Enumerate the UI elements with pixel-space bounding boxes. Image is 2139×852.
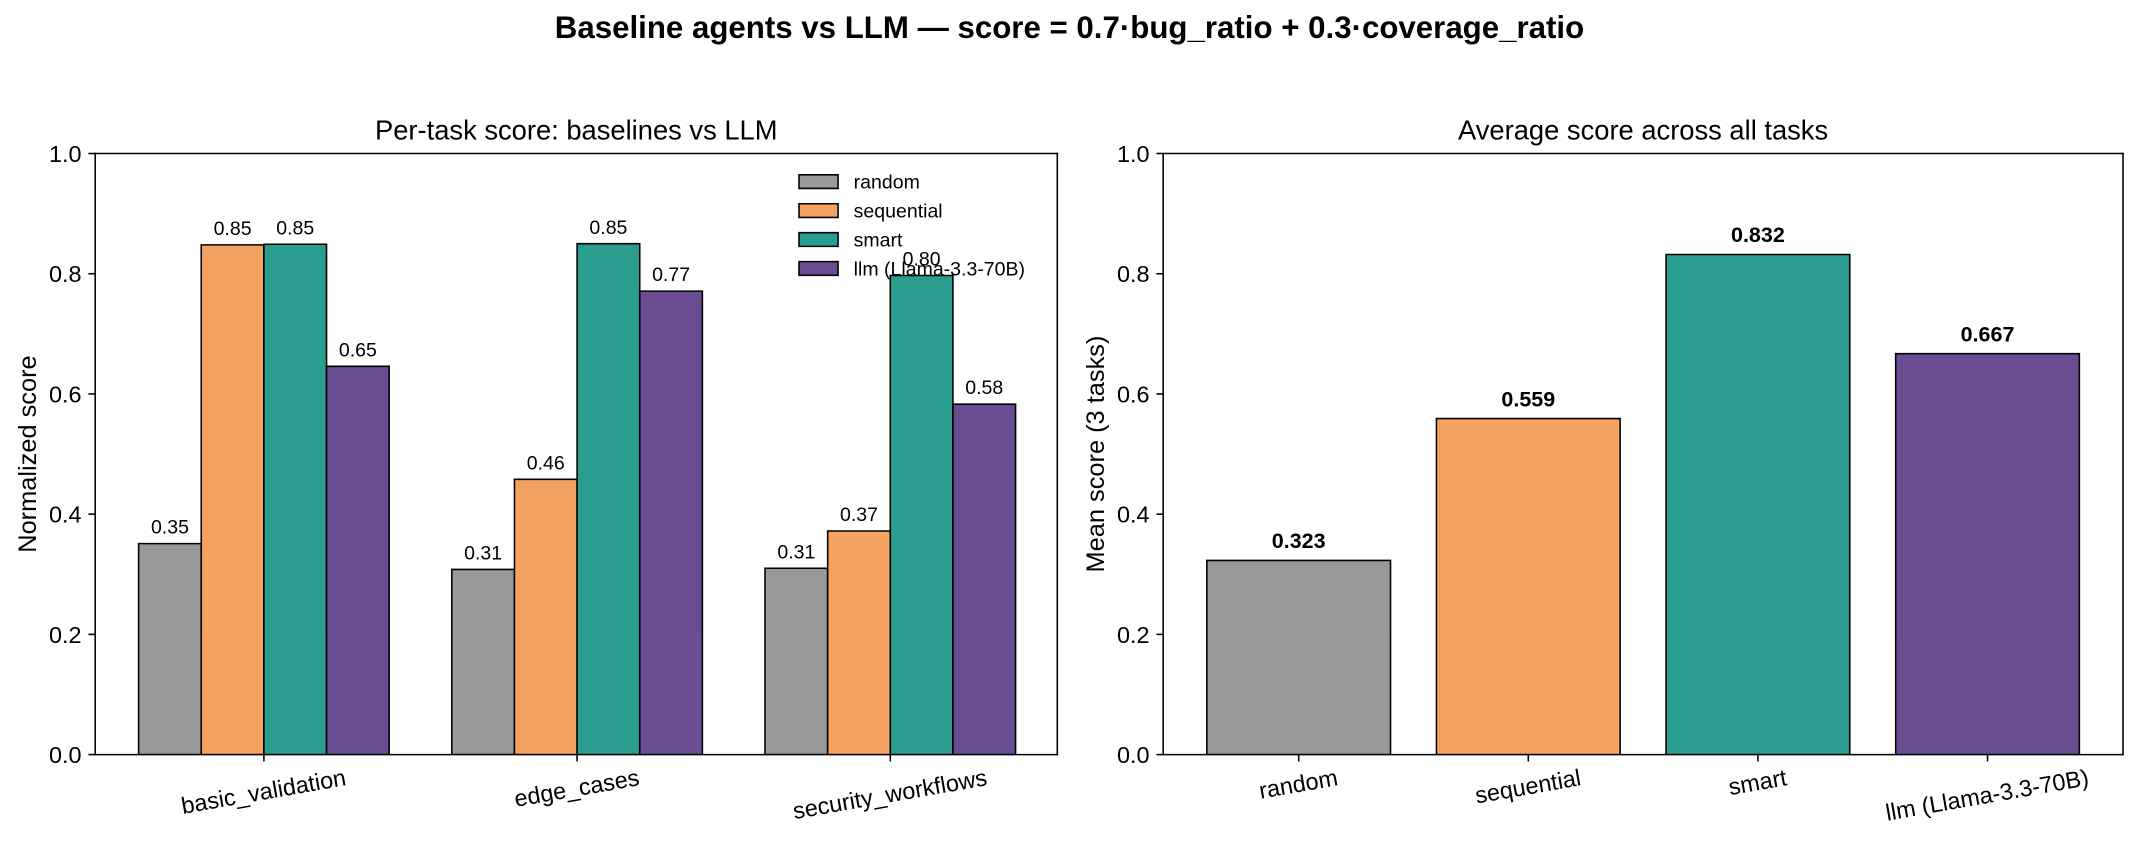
svg-text:0.8: 0.8 xyxy=(49,261,82,287)
svg-text:0.77: 0.77 xyxy=(652,264,690,286)
svg-text:0.2: 0.2 xyxy=(1117,622,1150,648)
svg-text:Average score across all tasks: Average score across all tasks xyxy=(1458,114,1828,145)
svg-text:0.46: 0.46 xyxy=(527,452,565,474)
svg-text:0.58: 0.58 xyxy=(965,377,1003,399)
svg-text:0.35: 0.35 xyxy=(151,517,189,539)
svg-text:0.559: 0.559 xyxy=(1501,387,1555,411)
svg-text:1.0: 1.0 xyxy=(1117,141,1150,167)
svg-text:llm (Llama-3.3-70B): llm (Llama-3.3-70B) xyxy=(854,258,1025,280)
svg-text:0.37: 0.37 xyxy=(840,504,878,526)
svg-text:0.832: 0.832 xyxy=(1731,223,1785,247)
svg-text:Per-task score: baselines vs L: Per-task score: baselines vs LLM xyxy=(375,114,777,145)
svg-text:0.4: 0.4 xyxy=(49,502,82,528)
svg-text:0.6: 0.6 xyxy=(1117,381,1150,407)
svg-text:0.2: 0.2 xyxy=(49,622,82,648)
svg-text:Baseline agents vs LLM — score: Baseline agents vs LLM — score = 0.7·bug… xyxy=(555,10,1584,45)
svg-text:sequential: sequential xyxy=(854,200,943,222)
svg-text:0.31: 0.31 xyxy=(464,543,502,565)
svg-text:0.0: 0.0 xyxy=(49,742,82,768)
svg-text:0.31: 0.31 xyxy=(777,541,815,563)
svg-text:random: random xyxy=(854,171,920,193)
svg-text:0.85: 0.85 xyxy=(589,217,627,239)
svg-text:1.0: 1.0 xyxy=(49,141,82,167)
svg-text:Mean score (3 tasks): Mean score (3 tasks) xyxy=(1082,336,1110,573)
svg-text:smart: smart xyxy=(854,229,903,251)
svg-text:0.65: 0.65 xyxy=(339,339,377,361)
svg-text:0.85: 0.85 xyxy=(214,218,252,240)
svg-text:0.8: 0.8 xyxy=(1117,261,1150,287)
svg-text:0.85: 0.85 xyxy=(276,217,314,239)
svg-text:0.4: 0.4 xyxy=(1117,502,1150,528)
svg-text:0.323: 0.323 xyxy=(1272,529,1326,553)
svg-text:0.0: 0.0 xyxy=(1117,742,1150,768)
svg-text:0.6: 0.6 xyxy=(49,381,82,407)
svg-text:0.80: 0.80 xyxy=(903,249,941,271)
svg-text:0.667: 0.667 xyxy=(1961,322,2015,346)
svg-text:Normalized score: Normalized score xyxy=(14,355,42,552)
